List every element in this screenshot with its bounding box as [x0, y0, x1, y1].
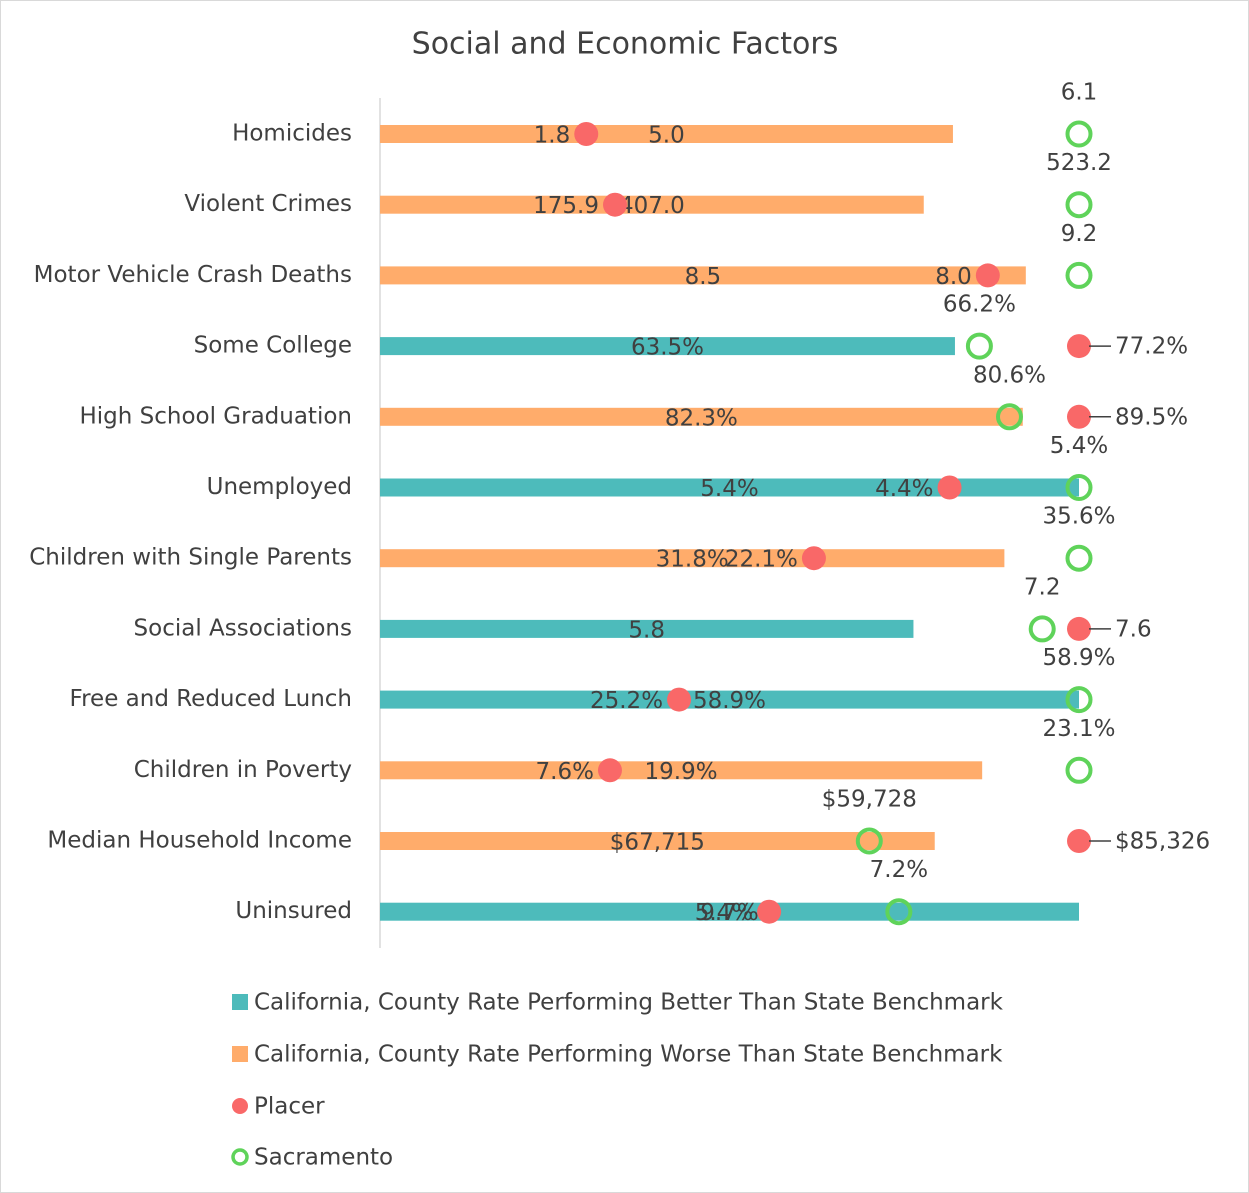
placer-dot [603, 192, 628, 217]
bar [380, 478, 1079, 497]
bar-label: 82.3% [665, 405, 738, 431]
bar-label: 9.7% [700, 900, 758, 926]
placer-label: 1.8 [534, 123, 571, 149]
placer-dot [757, 899, 782, 924]
bar-label: 5.8 [628, 617, 665, 643]
legend-swatch [232, 994, 248, 1010]
bar-label: 5.0 [648, 123, 685, 149]
placer-dot [1067, 616, 1091, 641]
category-label: Social Associations [134, 615, 352, 641]
sacramento-label: 66.2% [943, 292, 1016, 318]
category-label: Homicides [232, 121, 352, 147]
legend-label: Placer [254, 1094, 325, 1120]
sacramento-dot [855, 827, 883, 855]
bar-label: 31.8% [656, 547, 729, 573]
placer-dot [574, 122, 599, 146]
sacramento-dot [1065, 544, 1093, 572]
legend-swatch [231, 1148, 249, 1166]
placer-label: 7.6% [536, 759, 594, 785]
sacramento-label: 58.9% [1042, 645, 1115, 671]
category-label: High School Graduation [79, 403, 352, 429]
bar [380, 125, 953, 143]
placer-dot [1067, 829, 1091, 853]
sacramento-dot [1065, 120, 1093, 148]
placer-label: 7.6 [1115, 616, 1152, 642]
bar-label: 407.0 [619, 193, 685, 219]
placer-dot [667, 687, 692, 712]
sacramento-dot [1065, 474, 1093, 501]
sacramento-dot [1028, 615, 1056, 643]
sacramento-dot [965, 332, 993, 360]
bar-label: 5.4% [700, 476, 758, 502]
bar [380, 549, 1005, 568]
sacramento-label: 7.2% [870, 857, 928, 883]
category-label: Children in Poverty [134, 757, 352, 783]
category-label: Median Household Income [47, 828, 352, 854]
category-label: Free and Reduced Lunch [70, 686, 352, 712]
legend-swatch [232, 1046, 248, 1062]
placer-label: $85,326 [1115, 829, 1210, 855]
placer-dot [801, 546, 826, 571]
category-label: Violent Crimes [184, 191, 352, 217]
chart-title: Social and Economic Factors [412, 27, 839, 62]
sacramento-label: 523.2 [1046, 150, 1112, 176]
placer-label: 175.9 [533, 193, 599, 219]
sacramento-label: 23.1% [1042, 716, 1115, 742]
sacramento-label: 5.4% [1050, 433, 1108, 459]
sacramento-dot [1065, 261, 1093, 289]
legend-label: California, County Rate Performing Worse… [254, 1042, 1003, 1068]
legend-swatch [232, 1098, 248, 1114]
sacramento-dot [1065, 191, 1093, 219]
bar-label: 8.5 [685, 264, 722, 290]
category-label: Uninsured [235, 898, 352, 924]
placer-dot [597, 758, 622, 783]
bar [380, 761, 983, 780]
sacramento-dot [995, 403, 1023, 431]
sacramento-label: 7.2 [1024, 574, 1061, 600]
placer-label: 89.5% [1115, 404, 1188, 430]
bar-label: 19.9% [645, 759, 718, 785]
sacramento-dot [1065, 756, 1093, 784]
category-label: Unemployed [207, 474, 352, 500]
placer-dot [937, 475, 962, 500]
category-label: Some College [194, 333, 352, 359]
placer-dot [1067, 334, 1091, 359]
sacramento-label: 6.1 [1061, 80, 1098, 106]
placer-label: 25.2% [590, 688, 663, 714]
placer-label: 22.1% [725, 547, 798, 573]
bar [380, 902, 1079, 921]
bar-label: 58.9% [693, 688, 766, 714]
sacramento-label: 9.2 [1061, 221, 1098, 247]
category-label: Motor Vehicle Crash Deaths [34, 262, 352, 288]
bar [380, 337, 955, 356]
bar [380, 832, 935, 850]
legend-label: Sacramento [254, 1145, 393, 1171]
placer-label: 77.2% [1115, 334, 1188, 360]
placer-dot [1067, 404, 1091, 429]
sacramento-dot [885, 898, 913, 926]
bar [380, 195, 924, 214]
placer-label: 4.4% [875, 476, 933, 502]
sacramento-label: 35.6% [1042, 504, 1115, 530]
sacramento-label: $59,728 [822, 787, 917, 813]
sacramento-label: 80.6% [973, 362, 1046, 388]
placer-dot [975, 263, 1000, 288]
bar-label: 63.5% [631, 335, 704, 361]
sacramento-dot [1065, 686, 1093, 714]
bar [380, 690, 1079, 709]
bar [380, 266, 1026, 285]
placer-label: 5.4% [695, 900, 753, 926]
bar [380, 407, 1023, 426]
placer-label: 8.0 [935, 264, 972, 290]
bar [380, 619, 914, 638]
category-label: Children with Single Parents [29, 545, 352, 571]
legend-label: California, County Rate Performing Bette… [254, 990, 1004, 1016]
bar-label: $67,715 [610, 830, 705, 856]
